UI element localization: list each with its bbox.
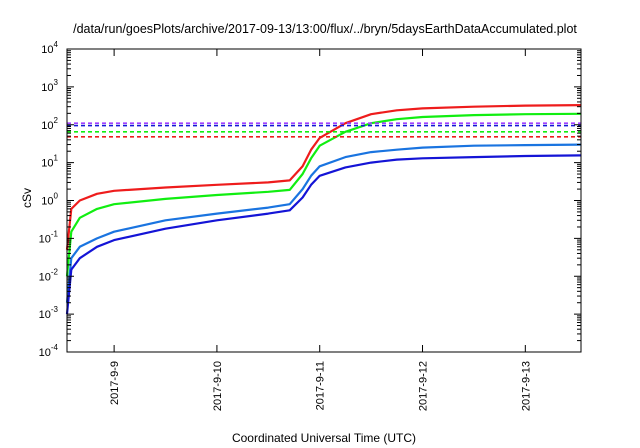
y-tick-label: 10-2 <box>39 267 59 283</box>
y-tick-label: 102 <box>41 116 58 132</box>
x-axis-ticks: 2017-9-9 2017-9-10 2017-9-11 2017-9-12 2017-… <box>109 49 532 411</box>
y-tick-label: 103 <box>41 78 58 94</box>
x-tick-label: 2017-9-13 <box>520 361 532 411</box>
y-tick-label: 101 <box>41 154 58 170</box>
series-line-2 <box>65 112 582 277</box>
series-line-4 <box>65 154 582 315</box>
x-tick-label: 2017-9-9 <box>109 361 121 405</box>
series-line-1 <box>65 104 582 250</box>
y-axis-label: cSv <box>20 188 34 208</box>
y-tick-label: 100 <box>41 192 58 208</box>
y-tick-label: 10-1 <box>39 229 59 245</box>
x-tick-label: 2017-9-12 <box>418 361 430 411</box>
y-tick-label: 104 <box>41 40 58 56</box>
series-line-3 <box>65 143 582 303</box>
y-axis-ticks: 10-4 10-3 10-2 10-1 100 101 102 103 104 <box>39 40 581 359</box>
x-axis-label: Coordinated Universal Time (UTC) <box>232 431 416 445</box>
y-tick-label: 10-4 <box>39 343 59 359</box>
chart-title: /data/run/goesPlots/archive/2017-09-13/1… <box>73 22 577 36</box>
x-tick-label: 2017-9-10 <box>212 361 224 411</box>
plot-area <box>65 48 582 353</box>
y-tick-label: 10-3 <box>39 305 59 321</box>
x-tick-label: 2017-9-11 <box>315 361 327 410</box>
